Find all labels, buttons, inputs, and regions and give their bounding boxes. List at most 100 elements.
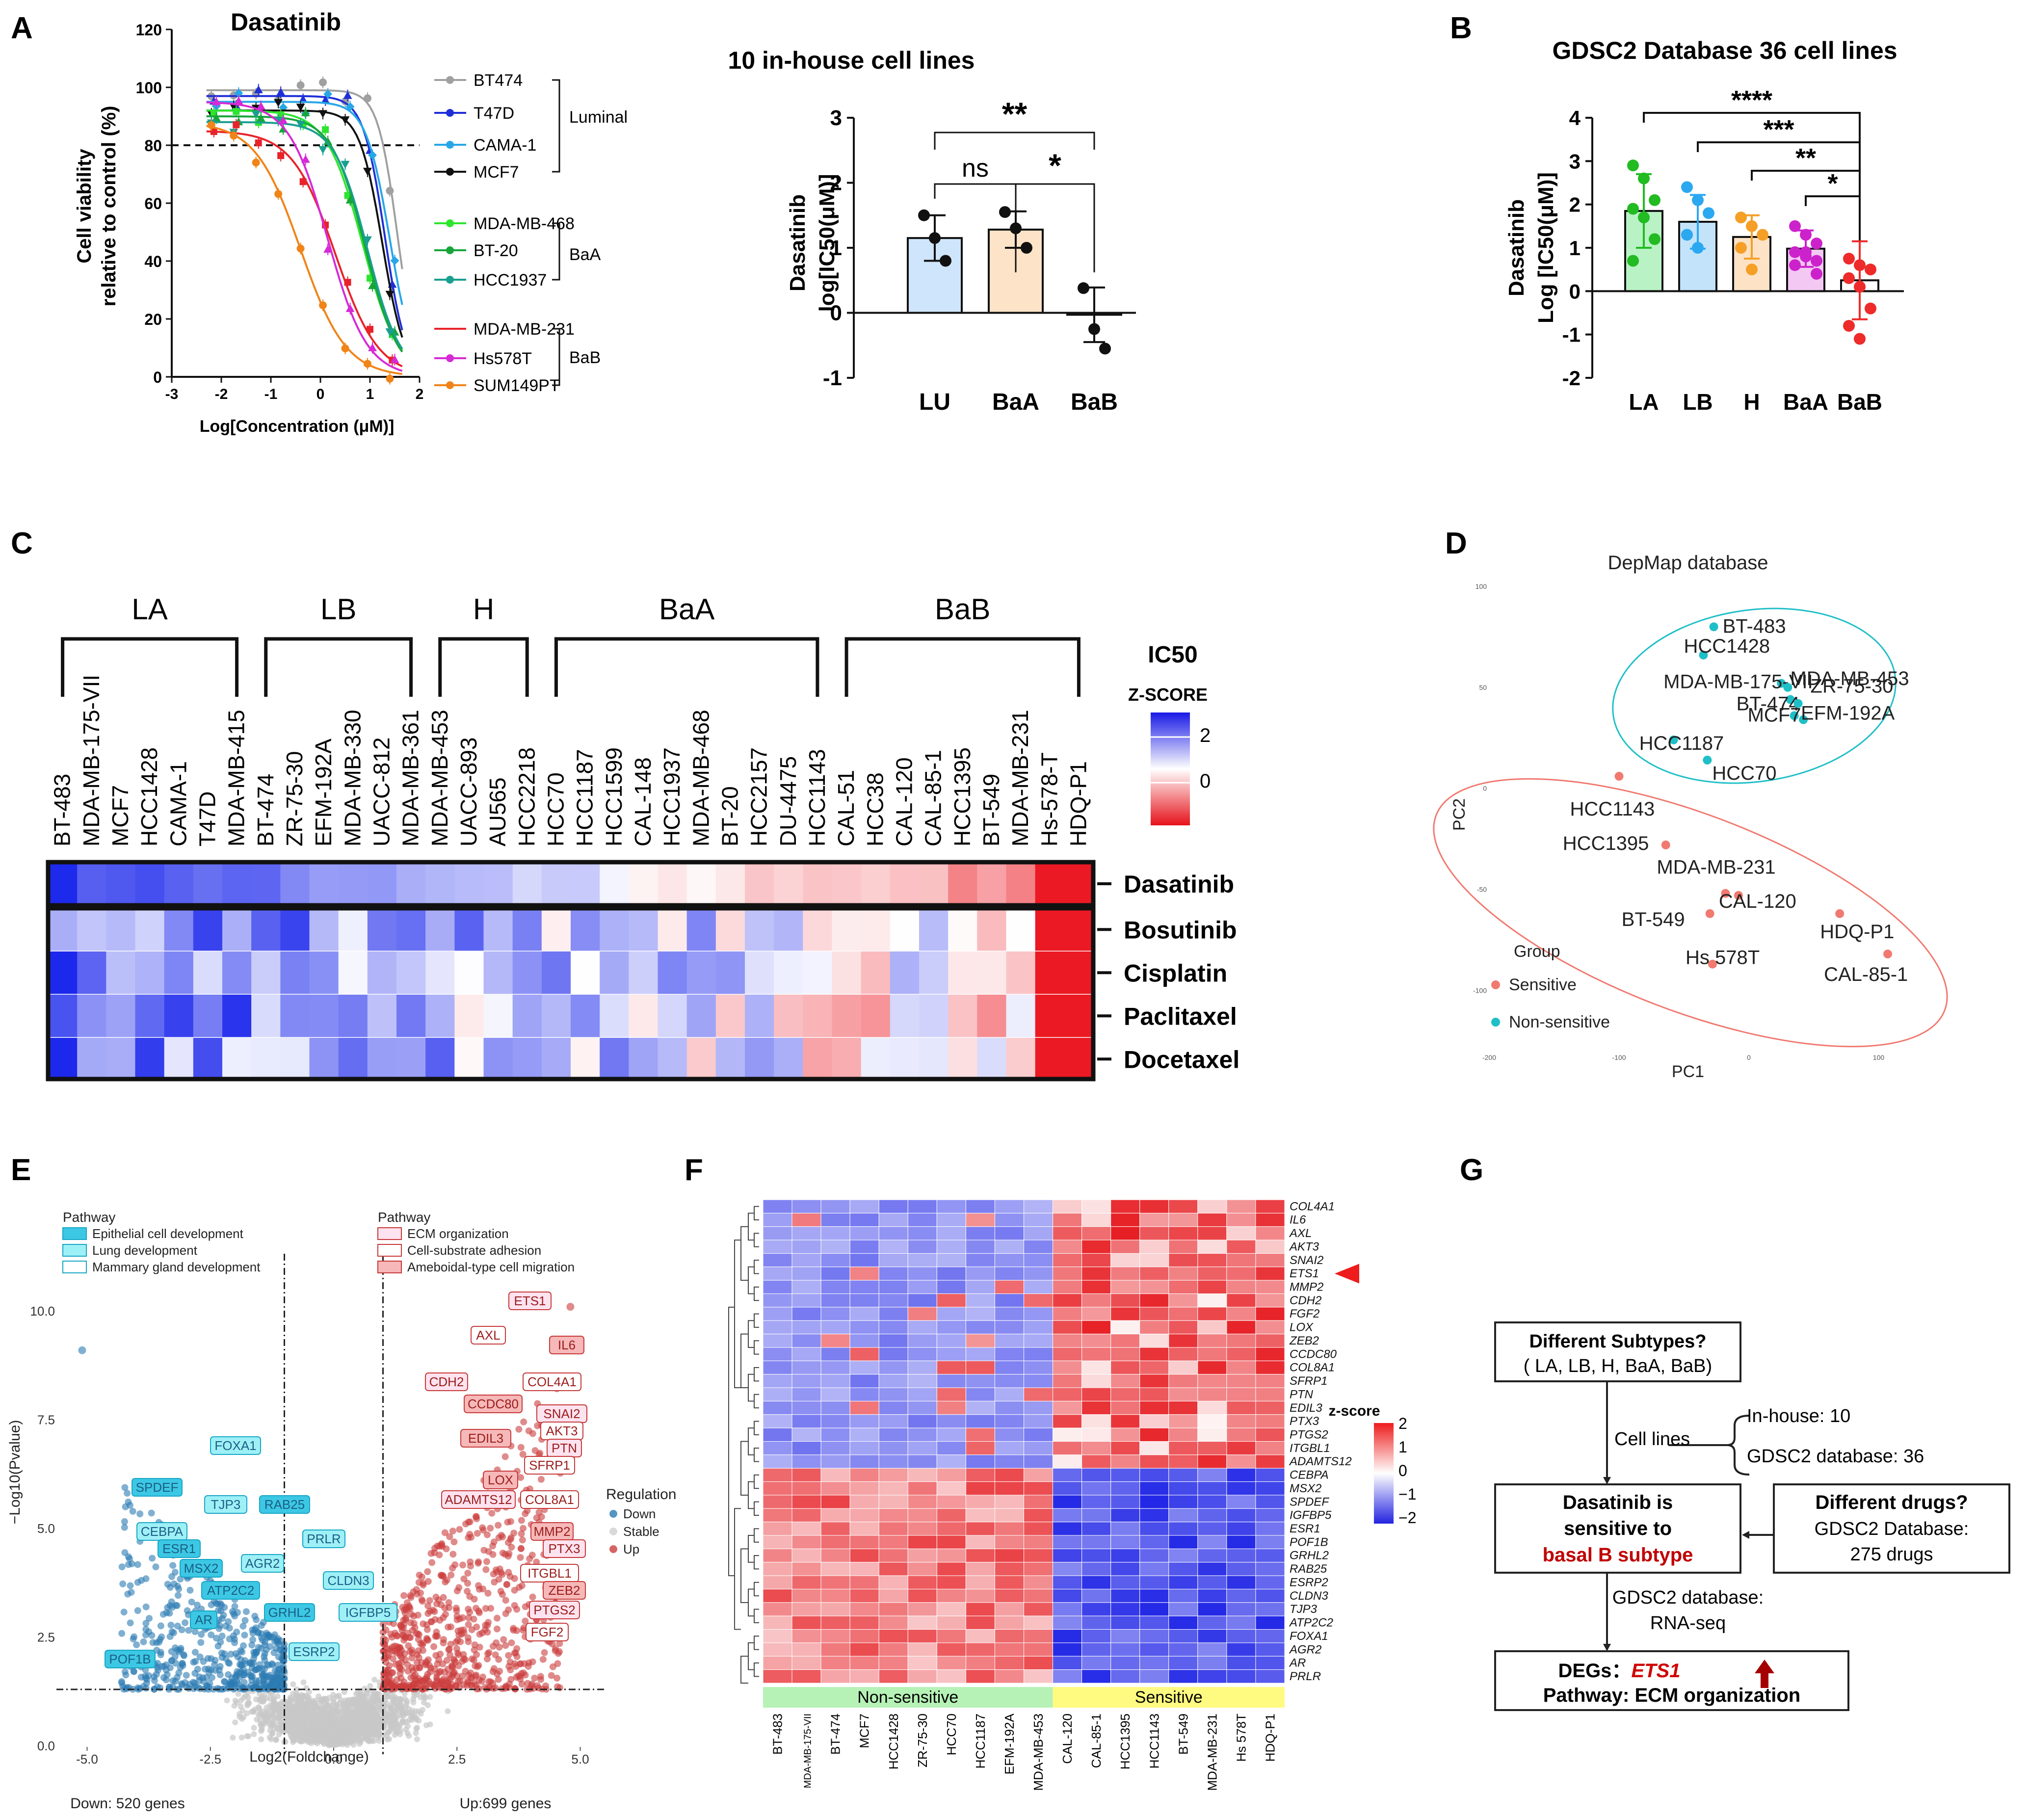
expression-cell xyxy=(763,1548,792,1563)
dose-point-HCC1937 xyxy=(296,121,305,129)
dose-point-MCF7 xyxy=(363,167,372,176)
expression-cell xyxy=(1081,1414,1111,1428)
sample-label-MDA-MB-453: MDA-MB-453 xyxy=(1031,1714,1046,1791)
expression-cell xyxy=(820,1615,850,1630)
expression-cell xyxy=(1110,1307,1140,1321)
volcano-point-up xyxy=(495,1522,502,1529)
expression-cell xyxy=(849,1427,879,1442)
gdsc-point xyxy=(1757,229,1768,241)
expression-cell xyxy=(1110,1320,1140,1335)
expression-cell xyxy=(1081,1253,1111,1267)
volcano-point-down xyxy=(172,1678,179,1685)
gdsc-ylabel-line2: Log [IC50(μM)] xyxy=(1534,172,1558,323)
volcano-point-stable xyxy=(245,1733,252,1740)
legend-bracket-Luminal xyxy=(552,79,560,173)
expression-cell xyxy=(1081,1226,1111,1240)
expression-cell xyxy=(936,1495,966,1509)
expression-cell xyxy=(1255,1495,1285,1509)
gdsc-ylabel-line1: Dasatinib xyxy=(1504,199,1528,296)
volcano-point-up xyxy=(426,1597,433,1604)
volcano-point-up xyxy=(406,1684,413,1691)
expression-cell xyxy=(994,1414,1025,1428)
volcano-point-up xyxy=(474,1530,481,1537)
expression-cell xyxy=(1168,1360,1198,1375)
volcano-pathway-right-item: Ameboidal-type cell migration xyxy=(407,1260,575,1274)
expression-cell xyxy=(1197,1615,1227,1630)
volcano-point-down xyxy=(156,1638,163,1646)
expression-cell xyxy=(820,1522,850,1536)
expression-cell xyxy=(1197,1508,1227,1523)
expression-cell xyxy=(1081,1441,1111,1455)
inhouse-point xyxy=(999,206,1011,218)
expression-cell xyxy=(965,1427,995,1442)
volcano-point-up xyxy=(487,1605,495,1612)
expression-cell xyxy=(1053,1253,1082,1267)
dose-point-BT474 xyxy=(296,81,305,89)
expression-cell xyxy=(878,1293,908,1308)
expression-cell xyxy=(763,1360,792,1375)
volcano-gene-down: GRHL2 xyxy=(268,1605,311,1620)
expression-cell xyxy=(878,1199,908,1213)
volcano-point-up xyxy=(394,1676,401,1683)
ic50-column-UACC-893: UACC-893 xyxy=(456,738,481,846)
ic50-cell xyxy=(454,908,484,951)
expression-cell xyxy=(1139,1293,1169,1308)
expression-cell xyxy=(1197,1562,1227,1576)
gdsc-point xyxy=(1627,255,1639,267)
expression-cell xyxy=(1053,1642,1082,1657)
expression-cell xyxy=(878,1213,908,1227)
volcano-point-down xyxy=(188,1598,195,1606)
expression-cell xyxy=(1255,1535,1285,1549)
volcano-xtick-label: 2.5 xyxy=(448,1752,466,1767)
expression-cell xyxy=(1024,1374,1054,1388)
ic50-cell xyxy=(774,1038,803,1081)
expression-cell xyxy=(820,1213,850,1227)
expression-cell xyxy=(1024,1427,1054,1442)
expression-cell xyxy=(1053,1468,1082,1482)
ic50-column-CAL-51: CAL-51 xyxy=(833,770,859,846)
group-label-nonsensitive: Non-sensitive xyxy=(857,1688,958,1707)
ic50-other-drugs-frame xyxy=(46,906,1096,1081)
expression-cell xyxy=(1081,1199,1111,1213)
expression-cell xyxy=(820,1199,850,1213)
volcano-gene-up: ITGBL1 xyxy=(527,1566,572,1581)
gdsc-sig-label: ** xyxy=(1795,143,1816,173)
ic50-cell xyxy=(251,951,281,994)
ic50-cell xyxy=(367,908,397,951)
expression-cell xyxy=(791,1387,821,1401)
ic50-cell xyxy=(483,995,513,1037)
expression-cell xyxy=(936,1213,966,1227)
volcano-point-down xyxy=(180,1652,187,1660)
volcano-point-down xyxy=(233,1628,240,1635)
volcano-point-stable xyxy=(244,1701,251,1707)
expression-cell xyxy=(1053,1656,1082,1670)
expression-cell xyxy=(1024,1495,1054,1509)
pca-label-MDA-MB-231: MDA-MB-231 xyxy=(1657,857,1775,878)
volcano-point-stable xyxy=(235,1691,241,1697)
volcano-point-down xyxy=(226,1660,233,1667)
volcano-point-up xyxy=(423,1635,430,1642)
volcano-point-up xyxy=(482,1605,489,1612)
gdsc-point xyxy=(1692,194,1704,206)
volcano-point-stable xyxy=(419,1707,425,1713)
expression-cell xyxy=(965,1374,995,1388)
volcano-point-down xyxy=(142,1631,150,1638)
expression-cell xyxy=(965,1199,995,1213)
volcano-point-down xyxy=(174,1592,182,1599)
expression-cell xyxy=(791,1522,821,1536)
dose-ylabel-line2: relative to control (%) xyxy=(98,106,120,307)
ic50-cell xyxy=(1064,995,1094,1037)
expression-cell xyxy=(1197,1213,1227,1227)
volcano-point-stable xyxy=(333,1703,340,1709)
expression-cell xyxy=(965,1280,995,1294)
dose-point-HCC1937 xyxy=(318,146,328,154)
ic50-cell xyxy=(600,908,629,951)
dose-point-BT-20 xyxy=(323,137,333,145)
group-label-sensitive: Sensitive xyxy=(1135,1688,1203,1707)
volcano-point-stable xyxy=(402,1696,408,1702)
expression-cell xyxy=(994,1293,1025,1308)
expression-cell xyxy=(791,1454,821,1469)
expression-cell xyxy=(791,1307,821,1321)
expression-cell xyxy=(1081,1575,1111,1589)
volcano-point-up xyxy=(483,1531,491,1538)
